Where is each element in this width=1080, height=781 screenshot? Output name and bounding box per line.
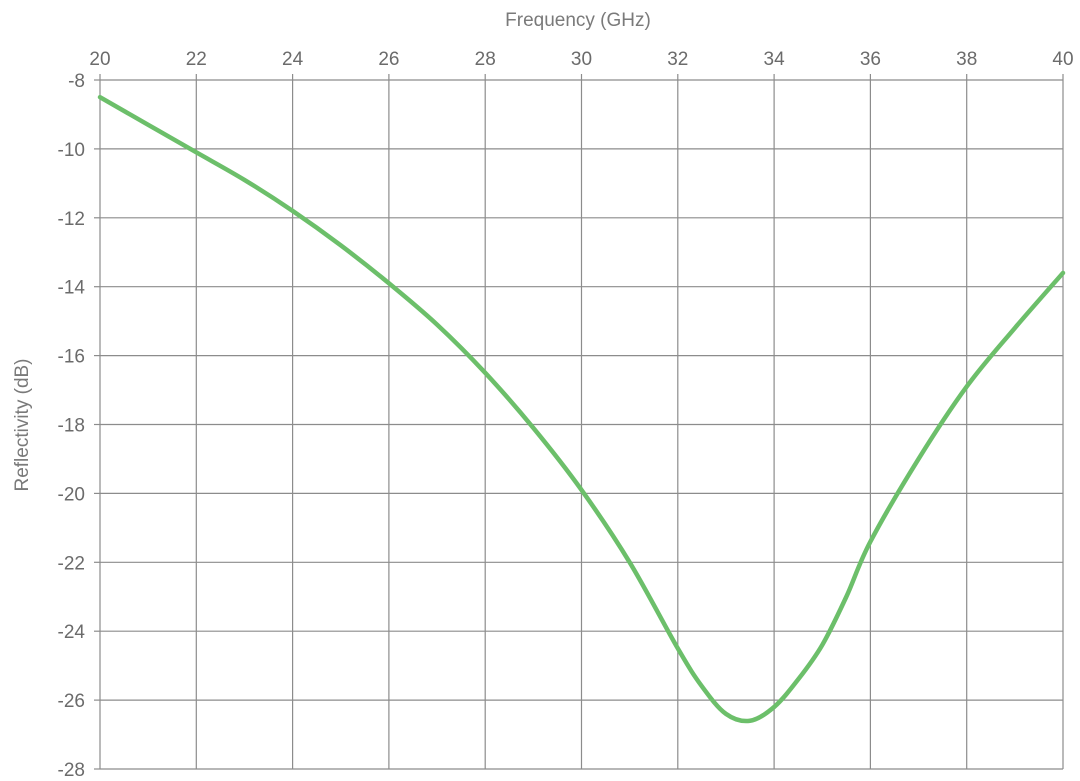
grid-lines — [99, 79, 1064, 770]
y-tick-label: -14 — [58, 278, 86, 299]
x-tick-label: 28 — [475, 49, 496, 70]
x-tick-label: 32 — [667, 49, 688, 70]
y-axis-ticks: -8 -10 -12 -14 -16 -18 -20 -22 -24 -26 -28 — [58, 71, 100, 781]
x-tick-label: 34 — [764, 49, 786, 70]
plot-series — [97, 94, 1066, 724]
y-tick-label: -16 — [58, 347, 85, 368]
x-tick-label: 22 — [186, 49, 207, 70]
y-tick-label: -28 — [58, 760, 85, 781]
y-tick-label: -26 — [58, 691, 85, 712]
x-tick-label: 24 — [282, 49, 304, 70]
x-tick-label: 20 — [89, 49, 110, 70]
y-tick-label: -20 — [58, 484, 85, 505]
x-tick-label: 38 — [956, 49, 977, 70]
x-tick-label: 36 — [860, 49, 881, 70]
x-tick-label: 26 — [378, 49, 399, 70]
x-axis-ticks: 20 22 24 26 28 30 32 34 36 38 40 — [89, 49, 1074, 80]
y-tick-label: -8 — [68, 71, 85, 92]
y-tick-label: -18 — [58, 416, 85, 437]
x-tick-label: 40 — [1052, 49, 1073, 70]
y-tick-label: -24 — [58, 622, 86, 643]
y-tick-label: -12 — [58, 209, 85, 230]
x-axis-title: Frequency (GHz) — [505, 10, 651, 31]
y-tick-label: -10 — [58, 140, 85, 161]
y-tick-label: -22 — [58, 553, 85, 574]
y-axis-title: Reflectivity (dB) — [12, 358, 33, 491]
reflectivity-series-line — [97, 94, 1066, 724]
x-tick-label: 30 — [571, 49, 592, 70]
